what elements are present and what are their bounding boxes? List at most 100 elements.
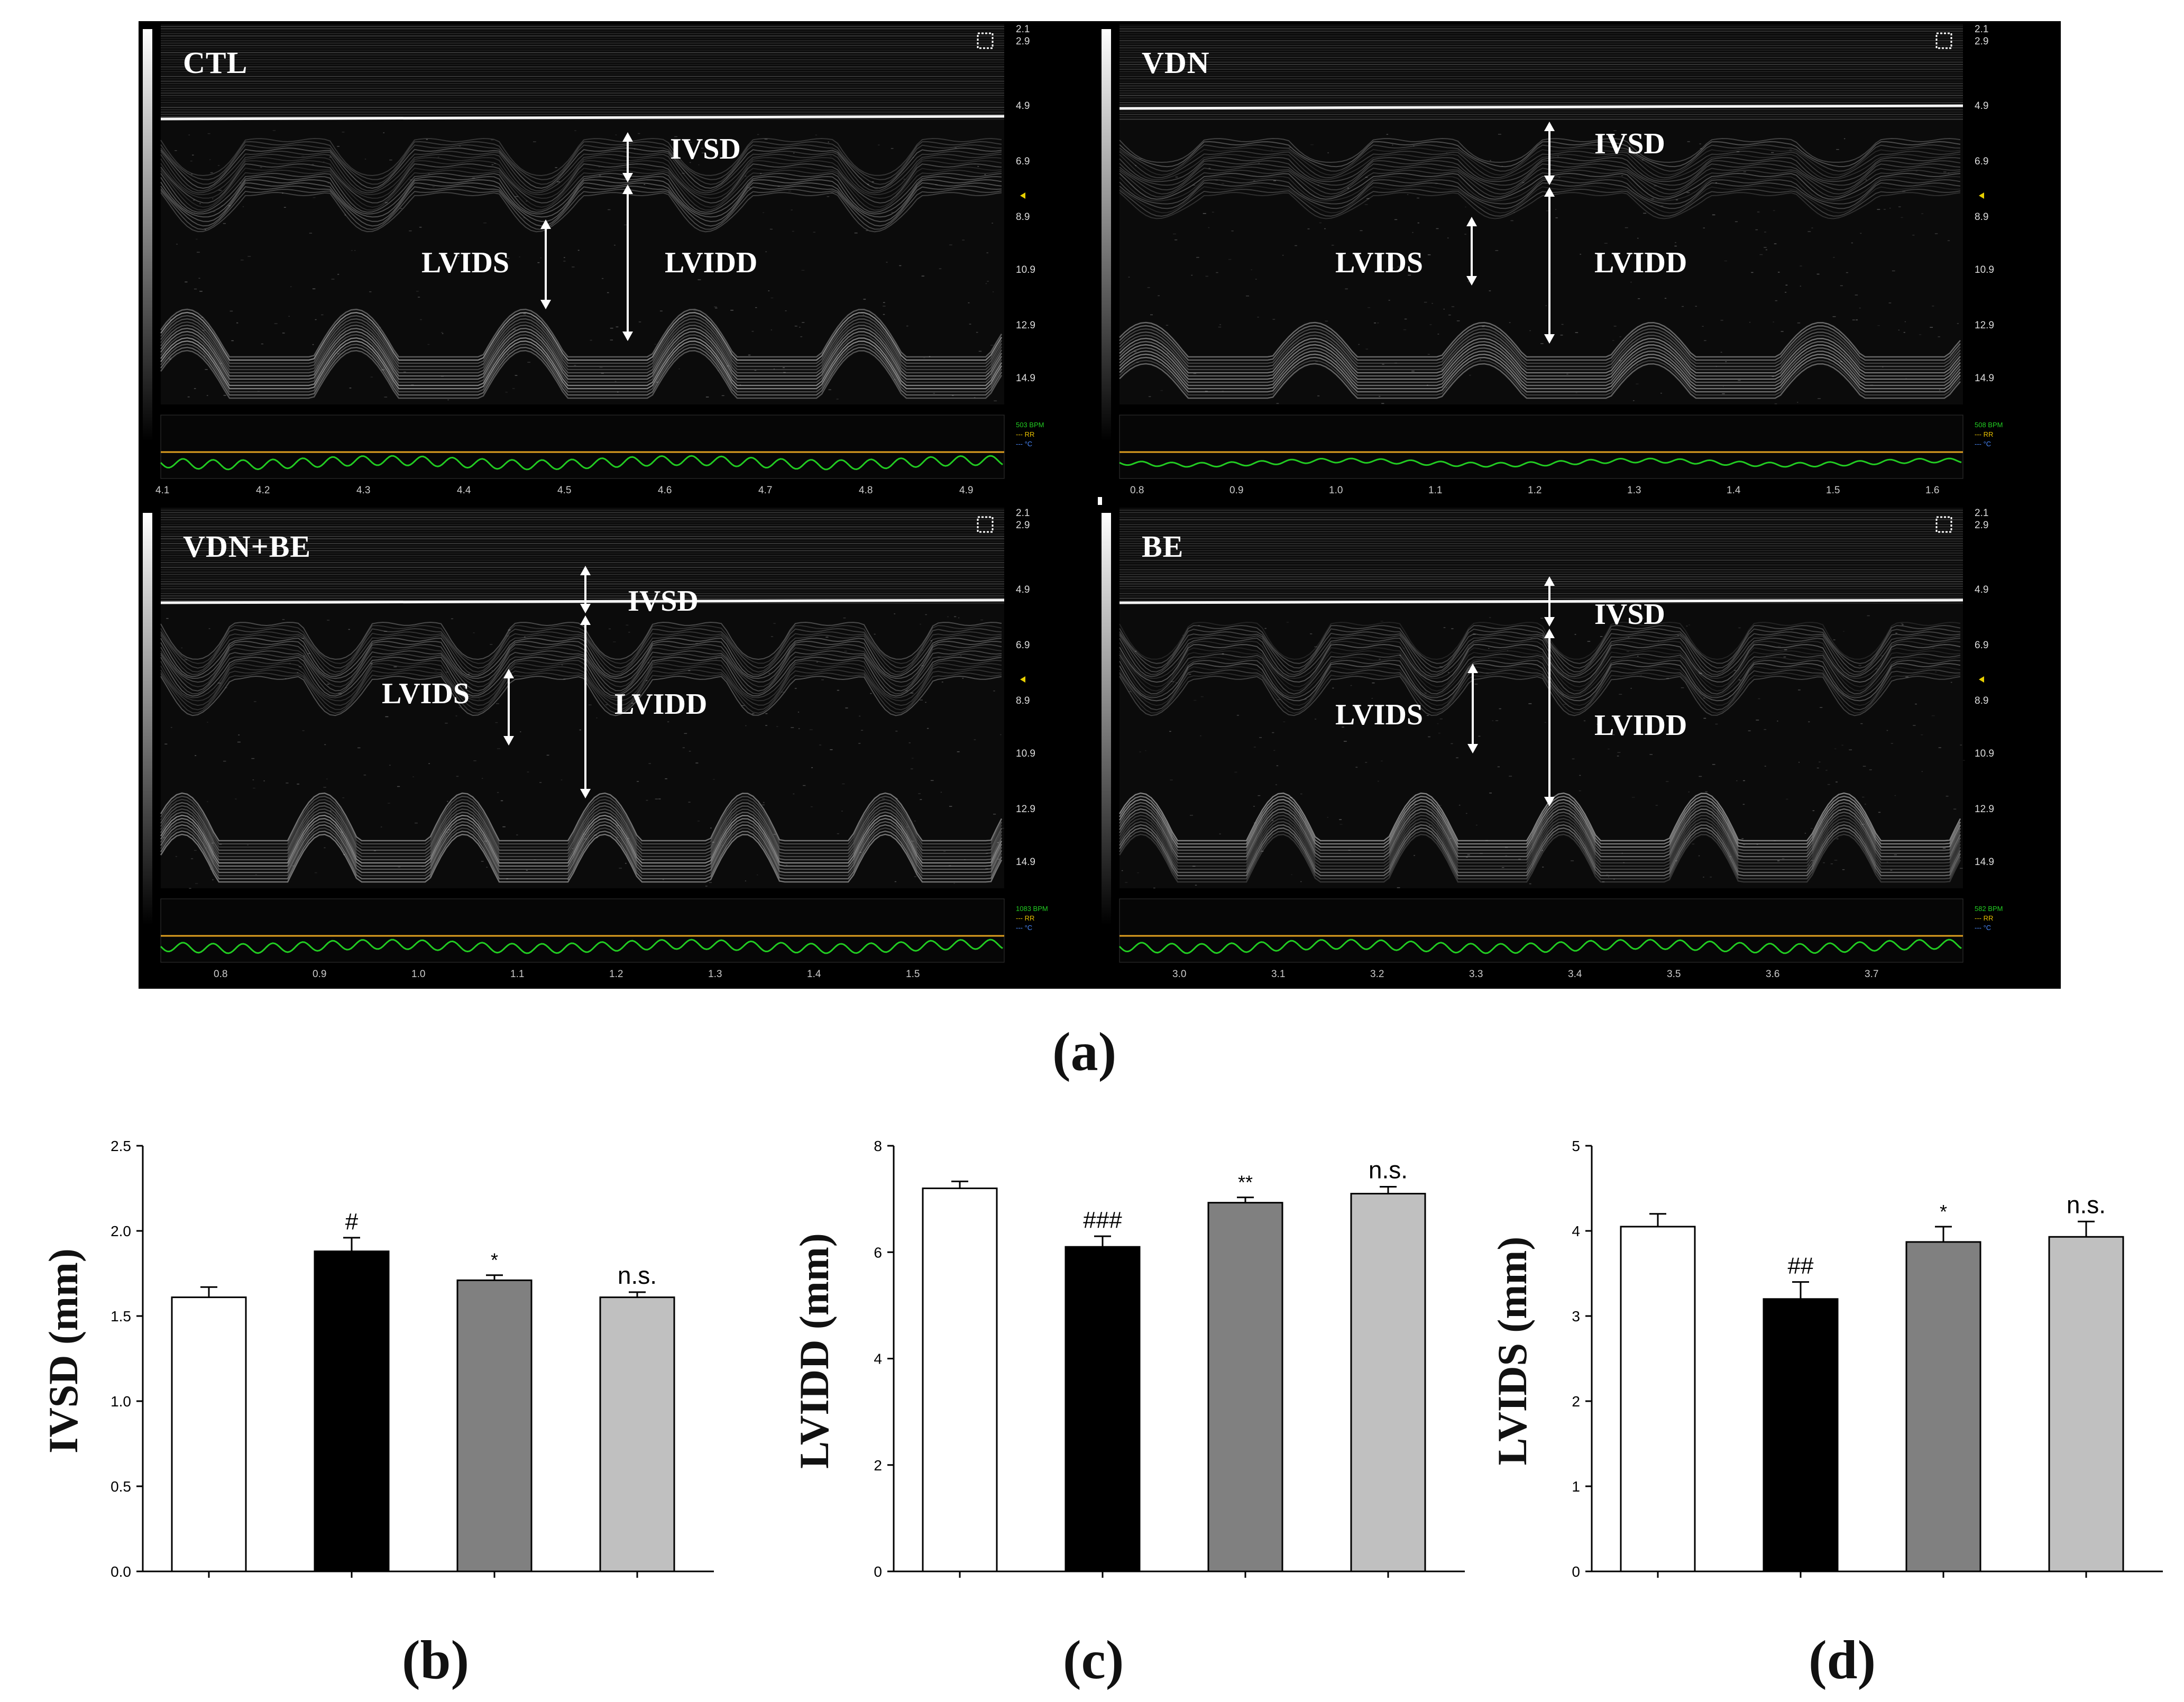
y-axis-title: LVIDS (mm) <box>1489 1236 1535 1466</box>
depth-tick: 12.9 <box>1975 804 1994 815</box>
bar-ctl <box>171 1296 247 1572</box>
probe-logo-icon <box>1935 516 1952 533</box>
depth-tick: 10.9 <box>1016 264 1035 275</box>
grayscale-bar <box>1102 29 1111 441</box>
time-tick: 4.6 <box>658 485 672 496</box>
depth-tick: 10.9 <box>1016 748 1035 759</box>
depth-tick: 2.9 <box>1975 36 1989 47</box>
depth-tick: 6.9 <box>1975 156 1989 167</box>
bpm-readout: 1083 BPM <box>1016 905 1048 913</box>
temp-readout: --- °C <box>1016 440 1033 448</box>
depth-tick: 14.9 <box>1016 373 1035 384</box>
bar-be <box>1350 1193 1426 1572</box>
ivsd-label: IVSD <box>1594 598 1665 631</box>
time-tick: 1.5 <box>1826 485 1840 496</box>
y-axis-title: IVSD (mm) <box>40 1248 86 1453</box>
lvids-bar-chart: 012345CTLVDN##VDN+BE*BEn.s.LVIDS (mm) <box>1470 1100 2173 1586</box>
time-tick: 1.1 <box>510 969 525 980</box>
caption-d: (d) <box>1809 1630 1876 1690</box>
significance-label: * <box>491 1249 498 1271</box>
echo-panel-vdn: VDN IVSD LVIDS LVIDD 2.1 2.9 4.9 6.9 8.9 10.9 12.9… <box>1097 21 2054 497</box>
lvidd-label: LVIDD <box>1594 246 1687 279</box>
y-tick-label: 1.0 <box>111 1393 131 1410</box>
time-tick: 1.2 <box>1528 485 1542 496</box>
lvidd-label: LVIDD <box>1594 709 1687 742</box>
depth-tick: 8.9 <box>1975 695 1989 706</box>
significance-label: * <box>1940 1201 1947 1222</box>
echo-image <box>1102 24 1984 479</box>
bar-ctl <box>1620 1226 1696 1572</box>
probe-logo-icon <box>977 516 994 533</box>
time-tick: 1.5 <box>906 969 920 980</box>
mmode-image-area <box>1119 508 1963 888</box>
rr-readout: --- RR <box>1975 914 1994 922</box>
depth-tick: 12.9 <box>1975 320 1994 331</box>
bar-vdn-be <box>1905 1241 1981 1572</box>
bpm-readout: 582 BPM <box>1975 905 2003 913</box>
echo-image <box>143 508 1025 963</box>
bar-chart-svg: 0.00.51.01.52.02.5CTLVDN#VDN+BE*BEn.s. <box>111 1138 714 1586</box>
depth-tick: 2.1 <box>1975 24 1989 35</box>
significance-label: n.s. <box>2067 1191 2106 1218</box>
depth-tick: 4.9 <box>1975 584 1989 595</box>
focus-marker-icon <box>1979 676 1984 683</box>
ecg-trace <box>160 939 1003 954</box>
bar-chart-svg: 02468CTLVDN###VDN+BE**BEn.s. <box>874 1138 1465 1586</box>
depth-tick: 12.9 <box>1016 804 1035 815</box>
y-tick-label: 0 <box>1572 1563 1580 1580</box>
y-tick-label: 2 <box>874 1457 882 1474</box>
depth-tick: 4.9 <box>1016 100 1030 112</box>
echo-panel-be: BE IVSD LVIDS LVIDD 2.1 2.9 4.9 6.9 8.9 10.9 12.9 1… <box>1097 505 2054 981</box>
grayscale-bar <box>1102 513 1111 925</box>
time-tick: 4.7 <box>758 485 773 496</box>
time-tick: 4.8 <box>859 485 873 496</box>
depth-tick: 14.9 <box>1016 857 1035 868</box>
bar-ctl <box>922 1188 998 1572</box>
bar-vdn-be <box>1207 1202 1283 1572</box>
echo-panel-ctl: CTL IVSD LVIDS LVIDD 2.1 2.9 4.9 6.9 8.9 10.9 12.9… <box>139 21 1096 497</box>
y-tick-label: 6 <box>874 1244 882 1261</box>
lvidd-label: LVIDD <box>614 688 708 721</box>
bar-vdn <box>1065 1246 1141 1572</box>
depth-tick: 4.9 <box>1016 584 1030 595</box>
y-tick-label: 0.5 <box>111 1478 131 1495</box>
time-tick: 4.5 <box>557 485 572 496</box>
depth-tick: 8.9 <box>1016 211 1030 223</box>
depth-tick: 14.9 <box>1975 373 1994 384</box>
ecg-trace <box>1118 939 1962 954</box>
time-tick: 3.2 <box>1370 969 1384 980</box>
y-tick-label: 0.0 <box>111 1563 131 1580</box>
bar-vdn-be <box>456 1279 533 1572</box>
depth-tick: 2.9 <box>1975 520 1989 531</box>
y-tick-label: 3 <box>1572 1308 1580 1324</box>
time-tick: 3.3 <box>1469 969 1483 980</box>
bpm-readout: 508 BPM <box>1975 421 2003 429</box>
caption-b: (b) <box>402 1630 470 1690</box>
lvidd-bar-chart: 02468CTLVDN###VDN+BE**BEn.s.LVIDD (mm) <box>772 1100 1475 1586</box>
time-tick: 0.9 <box>1229 485 1244 496</box>
y-tick-label: 4 <box>874 1351 882 1367</box>
significance-label: ** <box>1238 1172 1253 1193</box>
depth-tick: 8.9 <box>1016 695 1030 706</box>
mmode-image-area <box>1119 24 1963 404</box>
time-tick: 4.9 <box>959 485 974 496</box>
vitals-readout: 1083 BPM --- RR --- °C <box>1016 904 1048 933</box>
temp-readout: --- °C <box>1016 924 1033 932</box>
vitals-readout: 503 BPM --- RR --- °C <box>1016 420 1044 449</box>
significance-label: ## <box>1788 1253 1814 1279</box>
bar-be <box>2048 1236 2124 1572</box>
lvids-label: LVIDS <box>1335 246 1424 279</box>
bar-be <box>599 1296 675 1572</box>
time-tick: 4.1 <box>155 485 170 496</box>
caption-c: (c) <box>1063 1630 1124 1690</box>
time-tick: 3.6 <box>1766 969 1780 980</box>
ecg-strip <box>160 898 1005 963</box>
y-tick-label: 4 <box>1572 1223 1580 1239</box>
depth-tick: 2.1 <box>1975 508 1989 519</box>
significance-label: # <box>345 1209 359 1235</box>
bar-vdn <box>1763 1298 1839 1572</box>
y-axis-title: LVIDD (mm) <box>791 1233 837 1469</box>
y-tick-label: 0 <box>874 1563 882 1580</box>
bar-vdn <box>314 1250 390 1572</box>
time-tick: 4.2 <box>256 485 270 496</box>
